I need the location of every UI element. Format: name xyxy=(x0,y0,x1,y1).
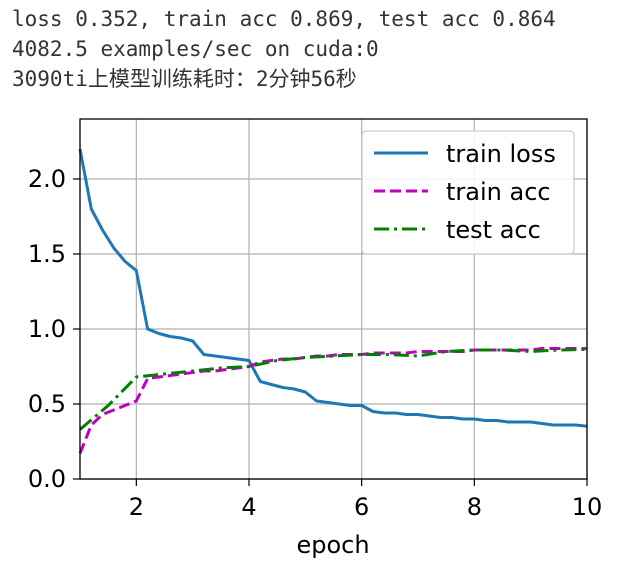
legend-label: train loss xyxy=(446,140,556,168)
training-log: loss 0.352, train acc 0.869, test acc 0.… xyxy=(12,4,556,94)
x-tick-label: 10 xyxy=(572,493,603,521)
legend-label: test acc xyxy=(446,216,541,244)
series-layer xyxy=(78,148,588,455)
y-tick-label: 0.5 xyxy=(28,390,66,418)
x-tick-label: 4 xyxy=(241,493,256,521)
legend-box xyxy=(361,130,575,255)
x-tick-label: 2 xyxy=(129,493,144,521)
x-tick-label: 8 xyxy=(467,493,482,521)
x-axis-label: epoch xyxy=(296,531,369,559)
legend: train loss train acc test acc xyxy=(361,130,575,255)
log-line-metrics: loss 0.352, train acc 0.869, test acc 0.… xyxy=(12,7,556,31)
log-line-duration: 3090ti上模型训练耗时：2分钟56秒 xyxy=(12,67,357,91)
axis-ticks: 2 4 6 8 10 0.0 0.5 1.0 1.5 2.0 xyxy=(28,165,602,521)
y-tick-label: 0.0 xyxy=(28,465,66,493)
series-line-train-loss xyxy=(78,148,588,428)
series-line-train-acc xyxy=(78,347,588,455)
y-tick-label: 2.0 xyxy=(28,165,66,193)
series-line-test-acc xyxy=(79,347,588,431)
legend-label: train acc xyxy=(446,178,551,206)
y-tick-label: 1.0 xyxy=(28,315,66,343)
y-tick-label: 1.5 xyxy=(28,240,66,268)
x-tick-label: 6 xyxy=(354,493,369,521)
plot-frame xyxy=(79,118,588,480)
log-line-throughput: 4082.5 examples/sec on cuda:0 xyxy=(12,37,379,61)
